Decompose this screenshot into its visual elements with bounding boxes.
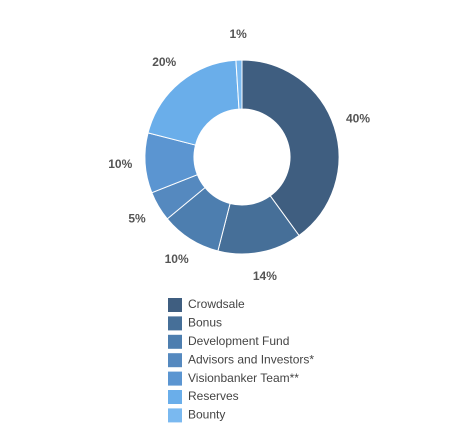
slice: [235, 59, 243, 110]
data-label: 1%: [229, 27, 247, 41]
legend-swatch: [168, 298, 182, 312]
legend-swatch: [168, 316, 182, 331]
data-label: 20%: [152, 55, 176, 69]
legend-label: Advisors and Investors*: [188, 352, 314, 366]
legend-swatch: [168, 353, 182, 368]
legend-label: Crowdsale: [188, 297, 245, 311]
legend-label: Bounty: [188, 408, 225, 422]
slice: [147, 59, 240, 146]
slice: [241, 59, 340, 237]
data-label: 40%: [346, 111, 370, 125]
legend-label: Reserves: [188, 389, 239, 403]
legend-swatch: [168, 371, 182, 386]
legend-label: Development Fund: [188, 334, 289, 348]
data-label: 5%: [128, 211, 146, 225]
legend-label: Bonus: [188, 316, 222, 330]
data-label: 10%: [108, 157, 132, 171]
legend-swatch: [168, 390, 182, 404]
legend-swatch: [168, 334, 182, 349]
data-label: 10%: [165, 252, 189, 266]
legend-label: Visionbanker Team**: [188, 371, 299, 385]
data-label: 14%: [253, 269, 277, 283]
legend-swatch: [168, 408, 182, 423]
